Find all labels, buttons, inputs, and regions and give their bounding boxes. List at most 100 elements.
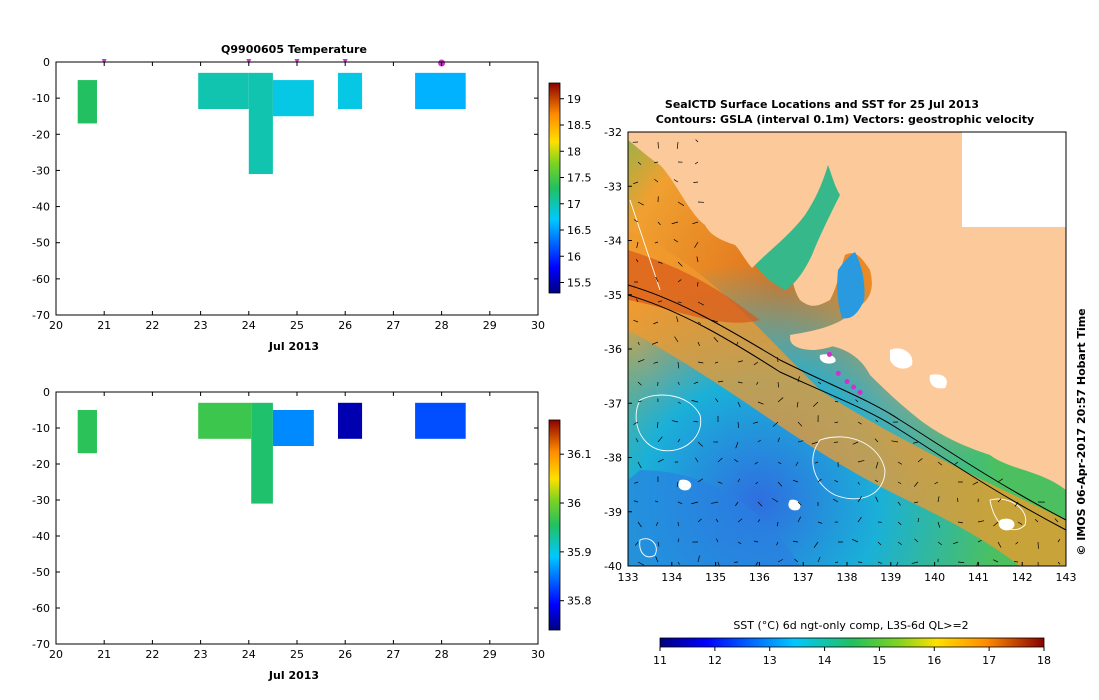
x-tick-label: 22 (145, 648, 159, 661)
data-cell (77, 410, 97, 454)
salinity-colorbar-ticks: 35.8 35.9 36 36.1 (560, 448, 592, 608)
lon-tick-label: 141 (968, 571, 989, 584)
data-cell (337, 402, 363, 439)
lat-tick-label: -37 (604, 397, 622, 410)
lon-tick-label: 133 (618, 571, 639, 584)
velocity-vector (695, 139, 699, 143)
velocity-vector (653, 361, 659, 364)
velocity-vector (671, 221, 679, 225)
y-tick-label: -50 (32, 566, 50, 579)
velocity-vector (977, 540, 982, 543)
velocity-vector (633, 500, 639, 503)
velocity-vector (637, 359, 645, 363)
lon-tick-label: 140 (924, 571, 945, 584)
y-tick-label: 0 (43, 386, 50, 399)
velocity-vector (737, 478, 741, 483)
velocity-vector (792, 540, 799, 543)
map-subtitle: Contours: GSLA (interval 0.1m) Vectors: … (656, 113, 1034, 126)
y-tick-label: -20 (32, 128, 50, 141)
velocity-vector (934, 481, 939, 485)
velocity-vector (657, 300, 663, 303)
velocity-vector (914, 538, 919, 543)
velocity-vector (677, 261, 683, 267)
velocity-vector (857, 561, 863, 563)
x-tick-label: 28 (435, 648, 449, 661)
velocity-vector (755, 481, 759, 485)
velocity-vector (633, 181, 639, 185)
colorbar-tick-label: 35.9 (567, 546, 592, 559)
velocity-vector (636, 241, 639, 249)
velocity-vector (735, 501, 739, 507)
velocity-vector (777, 481, 783, 487)
velocity-vector (911, 561, 919, 564)
y-tick-label: -70 (32, 309, 50, 322)
isobath-line (628, 294, 1066, 531)
velocity-vector (691, 501, 699, 505)
spencer-gulf (755, 165, 840, 290)
velocity-vector (753, 540, 759, 543)
velocity-vector (857, 495, 863, 503)
colorbar-tick-label: 19 (567, 93, 581, 106)
lon-tick-label: 134 (661, 571, 682, 584)
velocity-vector (814, 461, 819, 464)
velocity-vector (795, 461, 799, 466)
data-cell (251, 402, 273, 504)
gsla-contours (629, 199, 1027, 558)
velocity-vector (757, 401, 764, 405)
velocity-vector (653, 321, 659, 325)
velocity-vector (654, 500, 659, 503)
velocity-vector (953, 541, 959, 545)
velocity-vector (776, 541, 779, 546)
x-tick-label: 22 (145, 319, 159, 332)
x-tick-label: 21 (97, 319, 111, 332)
data-cell (415, 72, 466, 109)
colorbar-tick-label: 17 (567, 198, 581, 211)
velocity-vector (972, 481, 979, 485)
lon-tick-label: 136 (749, 571, 770, 584)
velocity-vector (676, 316, 679, 323)
velocity-vector (851, 538, 859, 543)
seal-location (844, 379, 850, 385)
velocity-vector (1034, 518, 1039, 523)
lat-tick-label: -40 (604, 560, 622, 573)
velocity-vector (877, 561, 882, 564)
velocity-vector (937, 496, 940, 503)
velocity-vector (956, 497, 959, 503)
velocity-vector (813, 541, 819, 548)
isobath-line (628, 284, 1066, 521)
velocity-vector (634, 481, 639, 484)
y-tick-label: -50 (32, 237, 50, 250)
colorbar-tick-label: 16.5 (567, 224, 592, 237)
velocity-vector (811, 441, 819, 445)
lat-tick-label: -35 (604, 289, 622, 302)
lat-tick-label: -32 (604, 126, 622, 139)
x-tick-label: 30 (531, 648, 545, 661)
velocity-vector (897, 461, 902, 465)
velocity-vector (635, 298, 639, 303)
velocity-vector (777, 437, 780, 443)
temperature-title: Q9900605 Temperature (221, 43, 367, 56)
velocity-vector (637, 400, 642, 403)
velocity-vector (877, 541, 882, 546)
velocity-vector (777, 461, 782, 465)
velocity-vector (692, 221, 699, 225)
y-tick-label: 0 (43, 56, 50, 69)
velocity-vector (655, 521, 659, 527)
sst-colorbar-tick-label: 11 (653, 654, 667, 667)
cloud-gaps (678, 132, 1066, 531)
velocity-vector (737, 360, 743, 363)
x-tick-label: 20 (49, 648, 63, 661)
velocity-vector (717, 457, 723, 463)
velocity-vector (677, 401, 681, 404)
velocity-vector (635, 541, 639, 546)
velocity-vector (714, 361, 719, 364)
velocity-vector (697, 555, 700, 563)
sst-colorbar-tick-label: 13 (763, 654, 777, 667)
salinity-x-label: Jul 2013 (268, 669, 319, 682)
x-tick-label: 25 (290, 319, 304, 332)
velocity-vector (676, 141, 679, 149)
kangaroo-island (790, 330, 846, 350)
lat-tick-label: -39 (604, 506, 622, 519)
sst-map-panel: SealCTD Surface Locations and SST for 25… (604, 98, 1088, 667)
velocity-vector (633, 421, 639, 425)
